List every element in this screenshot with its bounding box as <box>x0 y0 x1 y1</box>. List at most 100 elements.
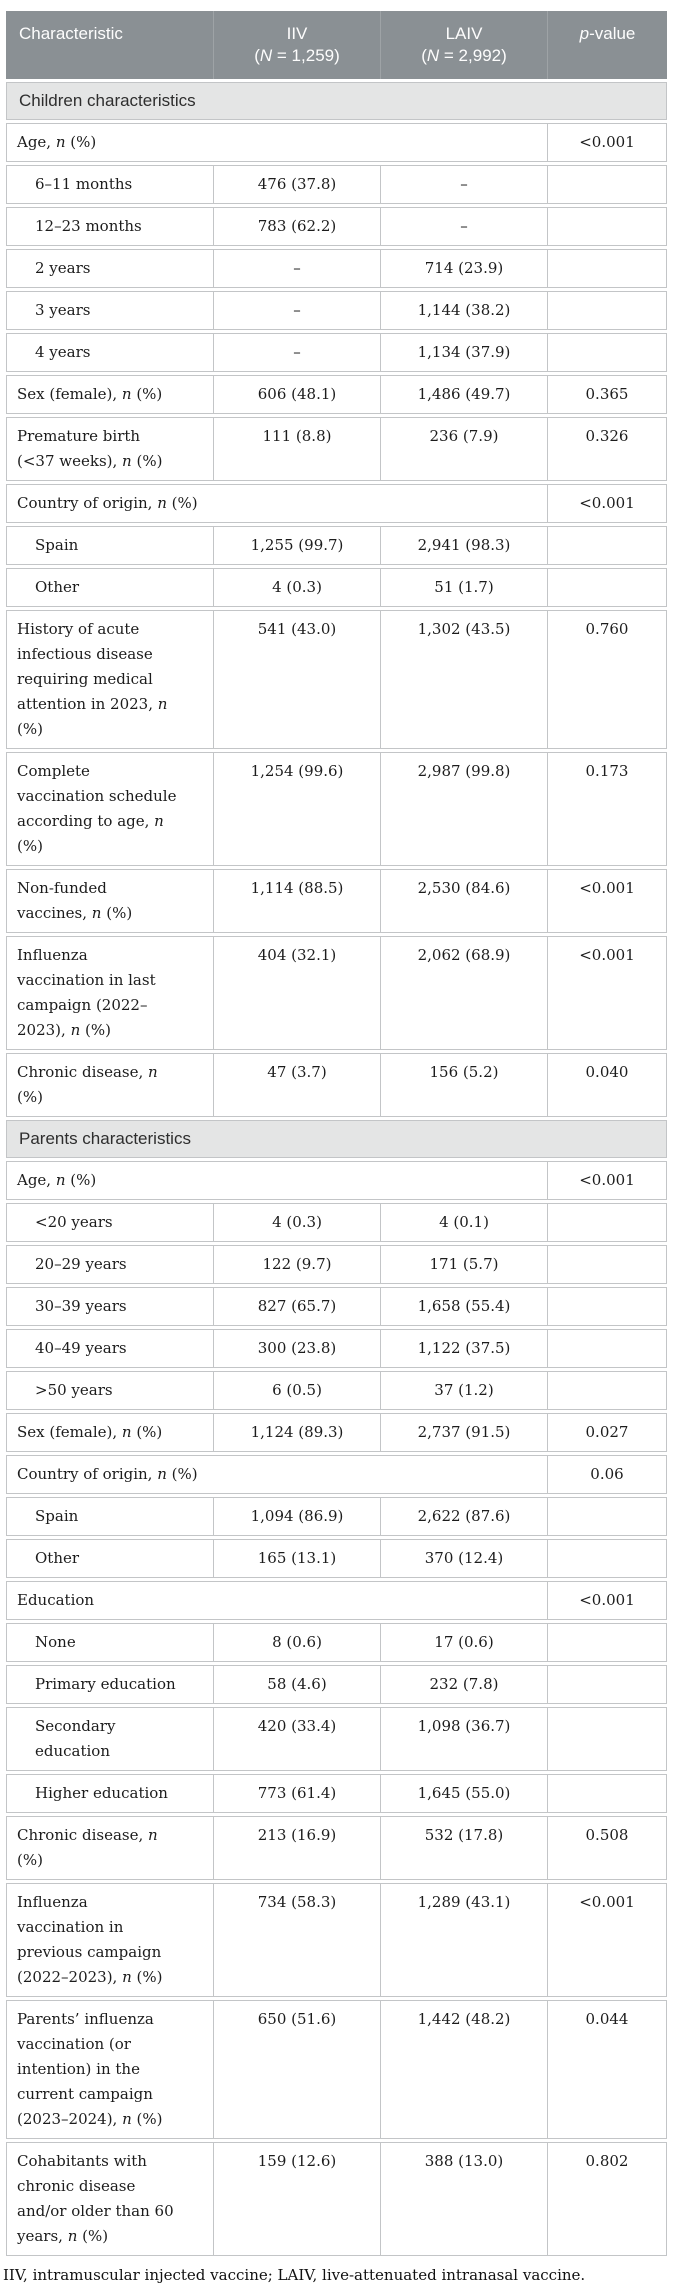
laiv-value-cell: 1,122 (37.5) <box>380 1329 547 1368</box>
characteristic-cell: Spain <box>6 526 213 565</box>
table-body: Children characteristics Age, n (%) <0.001… <box>6 82 667 2256</box>
pvalue-cell: 0.173 <box>547 752 667 866</box>
characteristic-cell: Influenza vaccination in previous campai… <box>6 1883 213 1997</box>
iiv-value-cell: – <box>213 249 380 288</box>
characteristic-cell: Primary education <box>6 1665 213 1704</box>
table-row: 6–11 months 476 (37.8) – <box>6 165 667 204</box>
pvalue-cell <box>547 526 667 565</box>
pvalue-cell <box>547 165 667 204</box>
iiv-value-cell: 541 (43.0) <box>213 610 380 749</box>
pvalue-cell: 0.802 <box>547 2142 667 2256</box>
characteristic-cell: 12–23 months <box>6 207 213 246</box>
pvalue-cell: <0.001 <box>547 1581 667 1620</box>
characteristic-cell: Sex (female), n (%) <box>6 1413 213 1452</box>
laiv-value-cell: 2,062 (68.9) <box>380 936 547 1050</box>
iiv-value-cell: – <box>213 291 380 330</box>
laiv-value-cell: 388 (13.0) <box>380 2142 547 2256</box>
table-row: Chronic disease, n (%) 213 (16.9) 532 (17.… <box>6 1816 667 1880</box>
table-row: Influenza vaccination in last campaign (… <box>6 936 667 1050</box>
laiv-value-cell: 51 (1.7) <box>380 568 547 607</box>
laiv-value-cell: 1,645 (55.0) <box>380 1774 547 1813</box>
pvalue-cell: <0.001 <box>547 1161 667 1200</box>
pvalue-cell: 0.040 <box>547 1053 667 1117</box>
pvalue-cell <box>547 291 667 330</box>
table-row: Spain 1,094 (86.9) 2,622 (87.6) <box>6 1497 667 1536</box>
table-row: 4 years –1,134 (37.9) <box>6 333 667 372</box>
iiv-value-cell: 650 (51.6) <box>213 2000 380 2139</box>
iiv-value-cell: 122 (9.7) <box>213 1245 380 1284</box>
laiv-value-cell: – <box>380 207 547 246</box>
characteristic-cell: Non-funded vaccines, n (%) <box>6 869 213 933</box>
pvalue-cell: 0.027 <box>547 1413 667 1452</box>
pvalue-cell <box>547 1665 667 1704</box>
iiv-value-cell: 6 (0.5) <box>213 1371 380 1410</box>
pvalue-cell <box>547 1539 667 1578</box>
characteristic-cell: 2 years <box>6 249 213 288</box>
characteristic-cell: Cohabitants with chronic disease and/or … <box>6 2142 213 2256</box>
table-row: Education <0.001 <box>6 1581 667 1620</box>
characteristic-cell: Age, n (%) <box>6 1161 547 1200</box>
iiv-value-cell: 1,114 (88.5) <box>213 869 380 933</box>
table-row: Country of origin, n (%) 0.06 <box>6 1455 667 1494</box>
pvalue-cell: 0.044 <box>547 2000 667 2139</box>
characteristic-cell: Chronic disease, n (%) <box>6 1816 213 1880</box>
iiv-value-cell: 420 (33.4) <box>213 1707 380 1771</box>
pvalue-cell: 0.06 <box>547 1455 667 1494</box>
section-row: Children characteristics <box>6 82 667 120</box>
characteristic-cell: 6–11 months <box>6 165 213 204</box>
laiv-value-cell: 236 (7.9) <box>380 417 547 481</box>
laiv-value-cell: 370 (12.4) <box>380 1539 547 1578</box>
pvalue-cell <box>547 1497 667 1536</box>
table-row: Primary education 58 (4.6) 232 (7.8) <box>6 1665 667 1704</box>
iiv-value-cell: – <box>213 333 380 372</box>
table-row: Spain 1,255 (99.7) 2,941 (98.3) <box>6 526 667 565</box>
laiv-value-cell: 2,530 (84.6) <box>380 869 547 933</box>
laiv-value-cell: – <box>380 165 547 204</box>
pvalue-cell <box>547 1774 667 1813</box>
pvalue-cell <box>547 1245 667 1284</box>
col-iiv: IIV (N = 1,259) <box>213 11 380 79</box>
laiv-value-cell: 2,941 (98.3) <box>380 526 547 565</box>
pvalue-cell <box>547 1329 667 1368</box>
table-row: 20–29 years 122 (9.7) 171 (5.7) <box>6 1245 667 1284</box>
pvalue-cell: <0.001 <box>547 123 667 162</box>
table-row: None 8 (0.6) 17 (0.6) <box>6 1623 667 1662</box>
table-footnote: IIV, intramuscular injected vaccine; LAI… <box>3 2266 586 2284</box>
table-row: Age, n (%) <0.001 <box>6 1161 667 1200</box>
table-row: Other 165 (13.1) 370 (12.4) <box>6 1539 667 1578</box>
characteristic-cell: Secondary education <box>6 1707 213 1771</box>
table-row: 2 years –714 (23.9) <box>6 249 667 288</box>
laiv-value-cell: 1,658 (55.4) <box>380 1287 547 1326</box>
section-cell: Children characteristics <box>6 82 667 120</box>
table-row: Sex (female), n (%) 1,124 (89.3) 2,737 (91… <box>6 1413 667 1452</box>
table-row: Sex (female), n (%) 606 (48.1) 1,486 (49.7… <box>6 375 667 414</box>
pvalue-cell <box>547 1707 667 1771</box>
laiv-value-cell: 1,442 (48.2) <box>380 2000 547 2139</box>
table-row: Premature birth (<37 weeks), n (%) 111 (8… <box>6 417 667 481</box>
characteristics-table: Characteristic IIV (N = 1,259) LAIV (N = 2… <box>6 8 667 2259</box>
characteristic-cell: Influenza vaccination in last campaign (… <box>6 936 213 1050</box>
laiv-value-cell: 2,987 (99.8) <box>380 752 547 866</box>
characteristic-cell: Premature birth (<37 weeks), n (%) <box>6 417 213 481</box>
iiv-value-cell: 606 (48.1) <box>213 375 380 414</box>
header-row: Characteristic IIV (N = 1,259) LAIV (N = 2… <box>6 11 667 79</box>
iiv-value-cell: 773 (61.4) <box>213 1774 380 1813</box>
iiv-value-cell: 47 (3.7) <box>213 1053 380 1117</box>
iiv-value-cell: 58 (4.6) <box>213 1665 380 1704</box>
table-row: Secondary education 420 (33.4) 1,098 (36.7… <box>6 1707 667 1771</box>
laiv-value-cell: 156 (5.2) <box>380 1053 547 1117</box>
table-row: 12–23 months 783 (62.2) – <box>6 207 667 246</box>
table-row: Influenza vaccination in previous campai… <box>6 1883 667 1997</box>
iiv-value-cell: 1,255 (99.7) <box>213 526 380 565</box>
characteristic-cell: History of acute infectious disease requ… <box>6 610 213 749</box>
pvalue-cell: <0.001 <box>547 1883 667 1997</box>
characteristic-cell: Chronic disease, n (%) <box>6 1053 213 1117</box>
table-row: 3 years –1,144 (38.2) <box>6 291 667 330</box>
laiv-value-cell: 2,737 (91.5) <box>380 1413 547 1452</box>
iiv-value-cell: 300 (23.8) <box>213 1329 380 1368</box>
pvalue-cell: 0.508 <box>547 1816 667 1880</box>
table-row: 40–49 years 300 (23.8) 1,122 (37.5) <box>6 1329 667 1368</box>
pvalue-cell <box>547 1371 667 1410</box>
iiv-value-cell: 827 (65.7) <box>213 1287 380 1326</box>
iiv-value-cell: 159 (12.6) <box>213 2142 380 2256</box>
